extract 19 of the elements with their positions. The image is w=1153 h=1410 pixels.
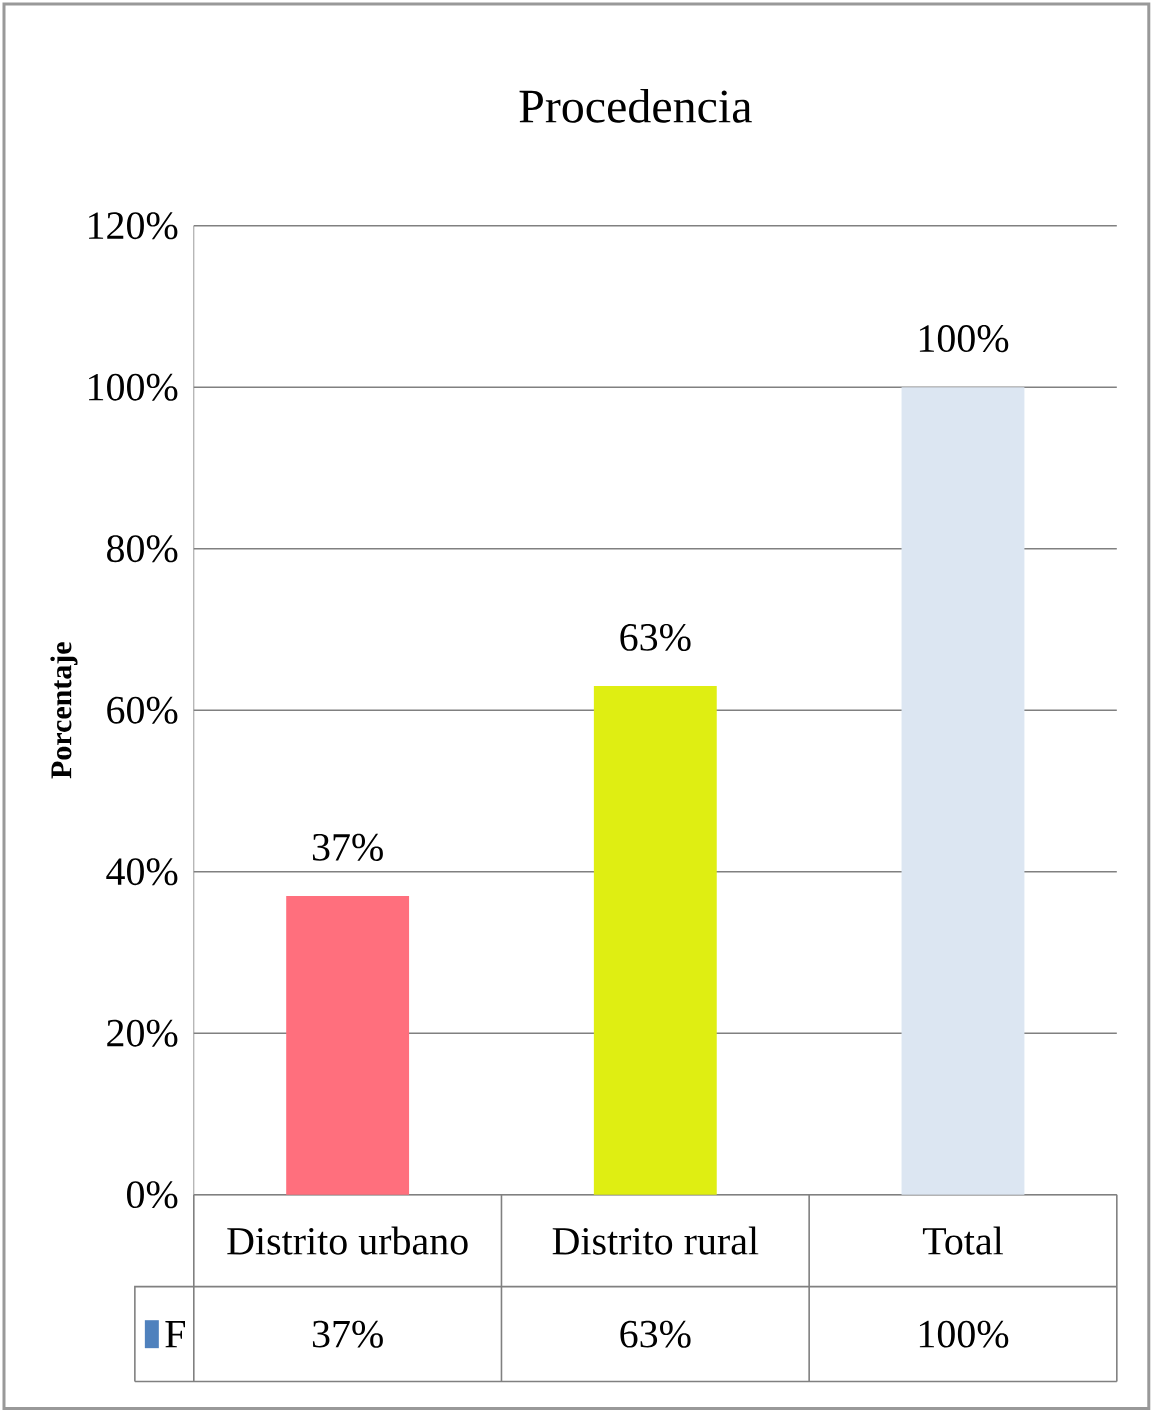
text: 37% — [313, 833, 384, 861]
y-tick-label: 60% — [107, 696, 178, 724]
y-tick-label: 80% — [107, 535, 178, 563]
data-label: 63% — [620, 1320, 691, 1348]
data-label: 37% — [313, 1320, 384, 1348]
text: F — [165, 1321, 186, 1348]
chart-title: Procedencia — [519, 88, 752, 123]
y-axis-title: Porcentaje — [50, 642, 78, 779]
y-tick-label: 0% — [127, 1181, 178, 1209]
x-tick-label: Distrito rural — [552, 1226, 759, 1255]
y-tick-label: 40% — [106, 858, 178, 886]
x-tick-label: Total — [923, 1226, 1004, 1255]
data-label: 100% — [920, 1320, 1009, 1348]
y-tick-label: 20% — [107, 1019, 178, 1047]
y-tick-label: 100% — [89, 373, 178, 401]
text: 100% — [919, 325, 1009, 353]
text: 63% — [620, 623, 691, 651]
x-tick-label: Distrito urbano — [227, 1226, 468, 1255]
y-tick-label: 120% — [89, 212, 178, 240]
